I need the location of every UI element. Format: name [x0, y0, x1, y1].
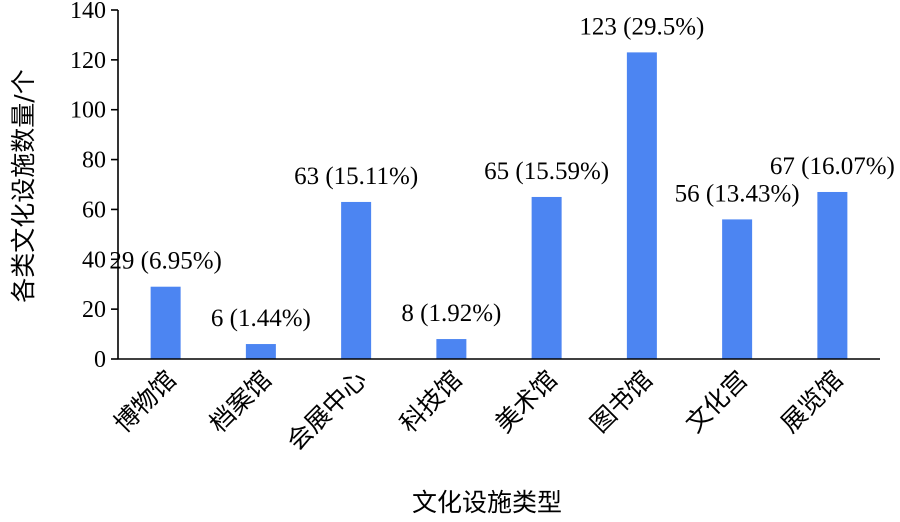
x-labels-layer: 博物馆 档案馆 会展中心 科技馆 美术馆 图书馆 文化宫 展览馆	[108, 365, 848, 456]
bar	[626, 52, 657, 359]
x-category-label: 展览馆	[775, 365, 849, 439]
y-tick-label: 20	[82, 297, 106, 323]
y-axis-title: 各类文化设施数量/个	[9, 69, 38, 302]
x-category-label: 档案馆	[204, 365, 278, 439]
x-category-label: 文化宫	[680, 365, 754, 439]
bars-layer	[150, 52, 848, 359]
y-ticks-layer: 0 20 40 60 80 100 120 140	[70, 0, 118, 373]
x-category-label: 博物馆	[108, 365, 182, 439]
bar	[531, 196, 562, 359]
x-category-label: 图书馆	[585, 365, 659, 439]
y-tick-label: 80	[82, 148, 106, 174]
y-tick-label: 60	[82, 197, 106, 223]
y-tick-label: 100	[70, 98, 106, 124]
bar	[341, 201, 372, 359]
y-tick-label: 140	[70, 0, 106, 24]
bar-data-label: 123 (29.5%)	[579, 13, 704, 40]
bar-data-label: 8 (1.92%)	[401, 300, 501, 327]
bar	[150, 286, 181, 359]
bar-data-label: 56 (13.43%)	[675, 180, 800, 207]
bar	[817, 191, 848, 359]
bar-data-label: 63 (15.11%)	[294, 163, 418, 190]
y-tick-label: 40	[82, 247, 106, 273]
y-tick-label: 0	[94, 347, 106, 373]
bar-data-label: 6 (1.44%)	[211, 305, 311, 332]
bar-data-label: 29 (6.95%)	[109, 248, 221, 275]
x-axis-title: 文化设施类型	[412, 488, 562, 517]
bar	[722, 219, 753, 359]
data-labels-layer: 29 (6.95%) 6 (1.44%) 63 (15.11%) 8 (1.92%) 6…	[109, 13, 894, 332]
x-category-label: 会展中心	[281, 365, 372, 456]
x-category-label: 美术馆	[489, 365, 563, 439]
bar-data-label: 65 (15.59%)	[484, 158, 609, 185]
bar-data-label: 67 (16.07%)	[770, 153, 895, 180]
bar	[436, 339, 467, 359]
x-category-label: 科技馆	[394, 365, 468, 439]
bar	[245, 344, 276, 359]
axes-layer	[117, 10, 880, 360]
y-tick-label: 120	[70, 48, 106, 74]
